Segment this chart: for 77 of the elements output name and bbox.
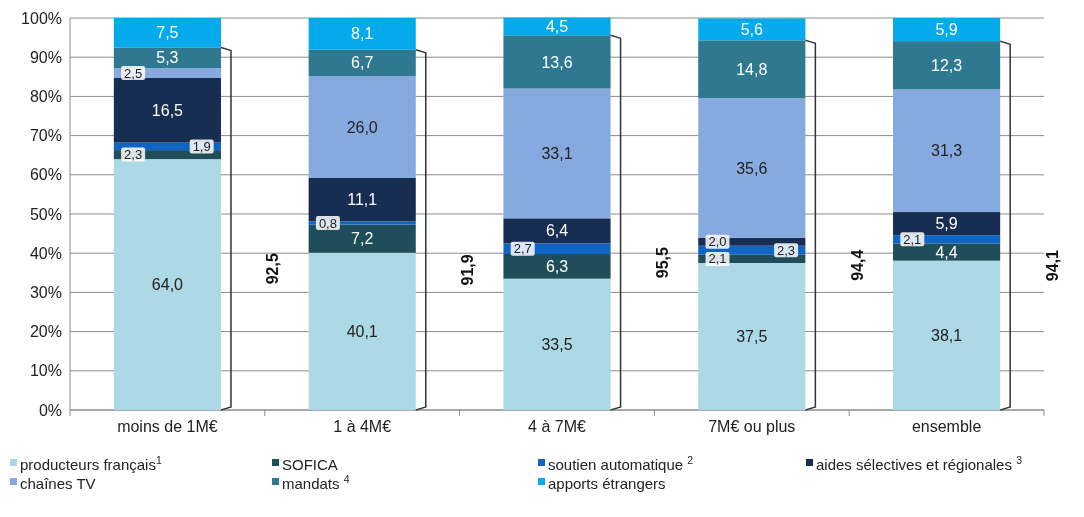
bar [893, 212, 1001, 236]
data-label: 5,6 [740, 20, 764, 38]
bar [503, 218, 611, 244]
data-label: 64,0 [151, 276, 184, 294]
legend-label: apports étrangers [548, 475, 666, 493]
annotation: 92,5 [264, 253, 282, 285]
legend-label: SOFICA [282, 456, 338, 474]
data-label: 6,4 [545, 222, 569, 240]
x-tick-label: 7M€ ou plus [708, 418, 796, 435]
y-tick-label: 100% [21, 9, 62, 27]
data-label: 2,5 [124, 65, 143, 81]
annotation: 91,9 [459, 254, 477, 286]
bar [503, 35, 611, 89]
y-tick-label: 80% [29, 88, 62, 105]
data-label: 6,3 [545, 257, 569, 275]
legend-label: mandats $^{4}$ [282, 473, 350, 493]
data-label: 4,4 [935, 243, 958, 261]
data-label: 2,3 [777, 242, 796, 258]
data-label: 37,5 [736, 328, 768, 346]
data-label: 5,3 [156, 49, 179, 67]
y-tick-label: 70% [29, 127, 62, 145]
data-label: 7,5 [156, 24, 179, 42]
y-tick-label: 90% [29, 48, 62, 66]
data-label: 5,9 [935, 215, 958, 233]
bar [308, 49, 416, 77]
data-label: 40,1 [346, 323, 378, 340]
bar [893, 41, 1001, 90]
data-label: 11,1 [347, 191, 378, 209]
data-label: 14,8 [736, 60, 768, 78]
bar [308, 76, 416, 178]
data-label: 26,0 [346, 118, 378, 136]
data-label: 6,7 [351, 54, 374, 72]
legend-label: aides sélectives et régionales $^{3}$ [816, 454, 1023, 474]
y-tick-label: 0% [38, 401, 62, 419]
data-label: 7,2 [351, 230, 374, 248]
bar [113, 18, 221, 48]
data-label: 2,3 [124, 147, 143, 163]
annotation: 95,5 [654, 246, 671, 279]
data-label: 38,1 [931, 326, 963, 344]
data-label: 33,1 [541, 145, 573, 163]
bar [503, 253, 611, 279]
y-tick-label: 60% [29, 166, 62, 184]
legend-label: chaînes TV [20, 475, 96, 493]
data-label: 2,1 [903, 231, 922, 247]
data-label: 8,1 [351, 25, 374, 43]
x-tick-label: 1 à 4M€ [333, 418, 392, 435]
data-label: 2,1 [708, 251, 727, 267]
bar [698, 18, 806, 41]
data-label: 5,9 [935, 21, 958, 39]
data-label: 35,6 [736, 159, 768, 177]
bar [308, 18, 416, 50]
y-tick-label: 40% [29, 244, 62, 262]
data-label: 12,3 [931, 56, 963, 74]
data-label: 2,0 [708, 234, 727, 250]
data-label: 31,3 [931, 142, 963, 160]
y-tick-label: 50% [29, 205, 62, 223]
legend-label: producteurs français$^{1}$ [20, 454, 162, 474]
y-tick-label: 30% [29, 284, 62, 301]
data-label: 16,5 [151, 101, 184, 119]
annotation: 94,1 [1043, 249, 1061, 282]
data-label: 1,9 [192, 138, 211, 154]
bar [893, 18, 1001, 42]
bar [113, 47, 221, 69]
bar [503, 17, 611, 36]
data-label: 4,5 [545, 18, 569, 36]
bar [698, 40, 806, 99]
data-label: 13,6 [541, 53, 573, 71]
legend-label: soutien automatique $^{2}$ [548, 454, 694, 474]
annotation: 94,4 [848, 249, 866, 281]
data-label: 33,5 [541, 335, 573, 353]
y-tick-label: 20% [29, 323, 62, 341]
x-tick-label: 4 à 7M€ [528, 418, 587, 435]
y-tick-label: 10% [29, 362, 62, 380]
data-label: 0,8 [318, 215, 337, 231]
data-label: 2,7 [513, 241, 532, 257]
x-tick-label: ensemble [911, 418, 982, 435]
x-tick-label: moins de 1M€ [117, 418, 218, 435]
